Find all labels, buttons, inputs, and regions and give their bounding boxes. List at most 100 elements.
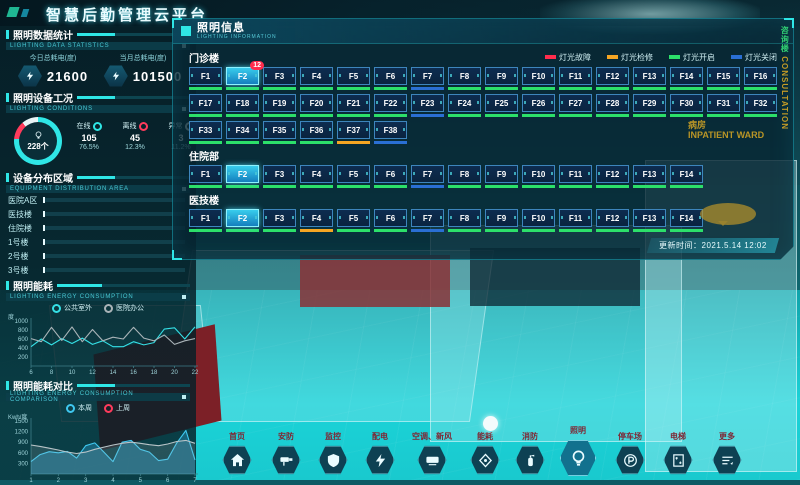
floor-status-bar	[522, 114, 555, 117]
floor-button-门诊楼-F11[interactable]: F11	[559, 67, 592, 90]
floor-button-门诊楼-F12[interactable]: F12	[596, 67, 629, 90]
floor-button-门诊楼-F34[interactable]: F34	[226, 121, 259, 144]
floor-button-门诊楼-F2[interactable]: 12 F2	[226, 67, 259, 90]
floor-button-门诊楼-F24[interactable]: F24	[448, 94, 481, 117]
floor-button-门诊楼-F38[interactable]: F38	[374, 121, 407, 144]
floor-button-门诊楼-F13[interactable]: F13	[633, 67, 666, 90]
legend-fault: 灯光故障	[545, 52, 591, 63]
section-bar	[77, 384, 190, 387]
nav-item-monitoring[interactable]: 监控	[308, 431, 358, 475]
floor-button-医技楼-F7[interactable]: F7	[411, 209, 444, 232]
floor-button-门诊楼-F35[interactable]: F35	[263, 121, 296, 144]
floor-button-门诊楼-F9[interactable]: F9	[485, 67, 518, 90]
floor-button-医技楼-F10[interactable]: F10	[522, 209, 555, 232]
floor-button-门诊楼-F14[interactable]: F14	[670, 67, 703, 90]
floor-button-医技楼-F9[interactable]: F9	[485, 209, 518, 232]
nav-item-lighting[interactable]: 照明	[553, 425, 603, 477]
floor-button-门诊楼-F25[interactable]: F25	[485, 94, 518, 117]
nav-item-more[interactable]: 更多	[702, 431, 752, 475]
floor-button-门诊楼-F32[interactable]: F32	[744, 94, 777, 117]
floor-status-bar	[337, 87, 370, 90]
floor-button-住院部-F1[interactable]: F1	[189, 165, 222, 188]
floor-status-bar	[300, 87, 333, 90]
nav-item-energy[interactable]: 能耗	[460, 431, 510, 475]
floor-status-bar	[337, 185, 370, 188]
floor-button-住院部-F14[interactable]: F14	[670, 165, 703, 188]
nav-item-fire[interactable]: 消防	[505, 431, 555, 475]
device-status-donut-chart: 228个	[14, 117, 62, 165]
floor-button-住院部-F8[interactable]: F8	[448, 165, 481, 188]
floor-status-bar	[744, 87, 777, 90]
floor-button-医技楼-F6[interactable]: F6	[374, 209, 407, 232]
modal-title-square-icon	[181, 26, 191, 36]
floor-button-门诊楼-F17[interactable]: F17	[189, 94, 222, 117]
floor-button-医技楼-F3[interactable]: F3	[263, 209, 296, 232]
floor-button-门诊楼-F19[interactable]: F19	[263, 94, 296, 117]
floor-button-门诊楼-F28[interactable]: F28	[596, 94, 629, 117]
floor-button-医技楼-F8[interactable]: F8	[448, 209, 481, 232]
lighting-info-modal: 照明信息 LIGHTING INFORMATION 门诊楼 灯光故障 灯光检修 …	[172, 18, 794, 260]
floor-button-医技楼-F11[interactable]: F11	[559, 209, 592, 232]
floor-button-住院部-F5[interactable]: F5	[337, 165, 370, 188]
floor-button-门诊楼-F6[interactable]: F6	[374, 67, 407, 90]
legend-last-week: 上周	[104, 403, 130, 413]
floor-button-住院部-F13[interactable]: F13	[633, 165, 666, 188]
floor-button-医技楼-F2[interactable]: F2	[226, 209, 259, 232]
floor-button-门诊楼-F3[interactable]: F3	[263, 67, 296, 90]
more-icon	[712, 445, 742, 475]
floor-button-住院部-F6[interactable]: F6	[374, 165, 407, 188]
modal-title: 照明信息	[197, 21, 245, 34]
floor-button-住院部-F7[interactable]: F7	[411, 165, 444, 188]
floor-button-门诊楼-F26[interactable]: F26	[522, 94, 555, 117]
floor-status-bar	[411, 87, 444, 90]
floor-button-医技楼-F5[interactable]: F5	[337, 209, 370, 232]
floor-button-门诊楼-F10[interactable]: F10	[522, 67, 555, 90]
floor-button-住院部-F3[interactable]: F3	[263, 165, 296, 188]
nav-item-parking[interactable]: 停车场	[605, 431, 655, 475]
floor-button-门诊楼-F15[interactable]: F15	[707, 67, 740, 90]
floor-button-门诊楼-F7[interactable]: F7	[411, 67, 444, 90]
floor-button-门诊楼-F27[interactable]: F27	[559, 94, 592, 117]
floor-button-门诊楼-F4[interactable]: F4	[300, 67, 333, 90]
floor-button-住院部-F11[interactable]: F11	[559, 165, 592, 188]
floor-button-住院部-F9[interactable]: F9	[485, 165, 518, 188]
floor-button-门诊楼-F18[interactable]: F18	[226, 94, 259, 117]
floor-button-住院部-F12[interactable]: F12	[596, 165, 629, 188]
floor-button-门诊楼-F31[interactable]: F31	[707, 94, 740, 117]
floor-button-住院部-F2[interactable]: F2	[226, 165, 259, 188]
floor-button-住院部-F4[interactable]: F4	[300, 165, 333, 188]
floor-button-门诊楼-F5[interactable]: F5	[337, 67, 370, 90]
floor-button-门诊楼-F22[interactable]: F22	[374, 94, 407, 117]
nav-item-power[interactable]: 配电	[355, 431, 405, 475]
floor-status-bar	[263, 229, 296, 232]
floor-button-门诊楼-F36[interactable]: F36	[300, 121, 333, 144]
floor-button-医技楼-F13[interactable]: F13	[633, 209, 666, 232]
floor-button-医技楼-F4[interactable]: F4	[300, 209, 333, 232]
floor-button-医技楼-F12[interactable]: F12	[596, 209, 629, 232]
floor-button-门诊楼-F33[interactable]: F33	[189, 121, 222, 144]
floor-button-门诊楼-F23[interactable]: F23	[411, 94, 444, 117]
floor-status-bar	[670, 229, 703, 232]
section-title: 照明能耗	[13, 282, 53, 293]
floor-button-住院部-F10[interactable]: F10	[522, 165, 555, 188]
floor-status-bar	[707, 114, 740, 117]
nav-item-elevator[interactable]: 电梯	[653, 431, 703, 475]
svg-text:度: 度	[8, 313, 14, 321]
floor-button-门诊楼-F1[interactable]: F1	[189, 67, 222, 90]
fault-count-badge: 12	[250, 61, 264, 70]
svg-text:Kwh/度: Kwh/度	[8, 413, 27, 421]
floor-button-医技楼-F14[interactable]: F14	[670, 209, 703, 232]
nav-item-security[interactable]: 安防	[261, 431, 311, 475]
device-total-count: 228个	[27, 141, 49, 151]
floor-button-门诊楼-F16[interactable]: F16	[744, 67, 777, 90]
nav-item-home[interactable]: 首页	[212, 431, 262, 475]
floor-button-门诊楼-F30[interactable]: F30	[670, 94, 703, 117]
floor-button-门诊楼-F20[interactable]: F20	[300, 94, 333, 117]
floor-button-门诊楼-F8[interactable]: F8	[448, 67, 481, 90]
nav-item-hvac[interactable]: 空调、新风	[407, 431, 457, 475]
floor-button-门诊楼-F29[interactable]: F29	[633, 94, 666, 117]
bulb-icon	[559, 440, 597, 476]
floor-button-医技楼-F1[interactable]: F1	[189, 209, 222, 232]
floor-button-门诊楼-F37[interactable]: F37	[337, 121, 370, 144]
floor-button-门诊楼-F21[interactable]: F21	[337, 94, 370, 117]
